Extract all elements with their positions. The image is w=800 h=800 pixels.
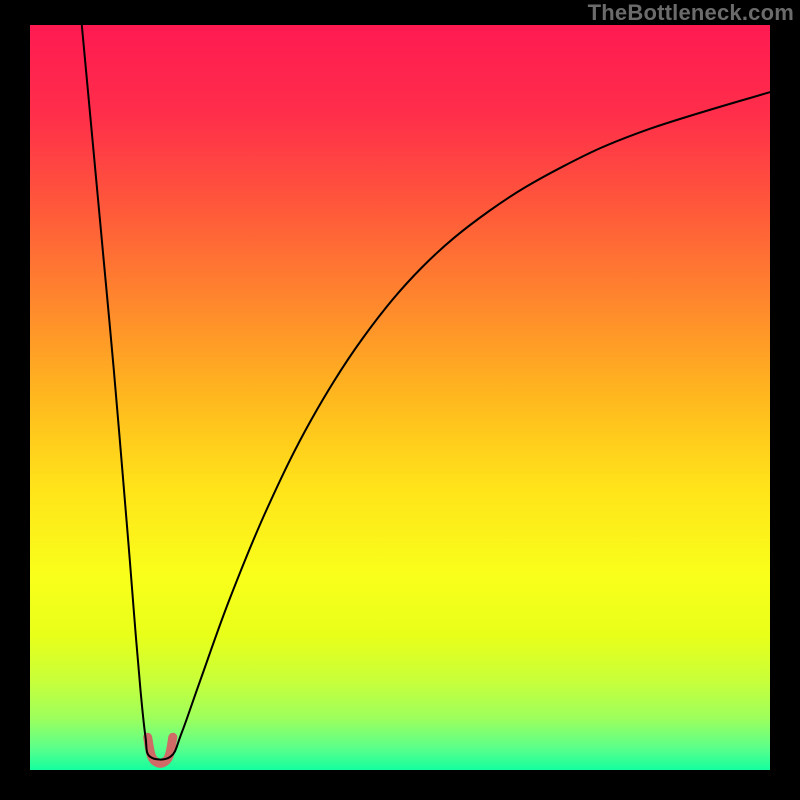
gradient-rect [30,25,770,770]
chart-stage: TheBottleneck.com [0,0,800,800]
plot-svg [30,25,770,770]
watermark-text: TheBottleneck.com [588,0,794,26]
plot-area [30,25,770,770]
